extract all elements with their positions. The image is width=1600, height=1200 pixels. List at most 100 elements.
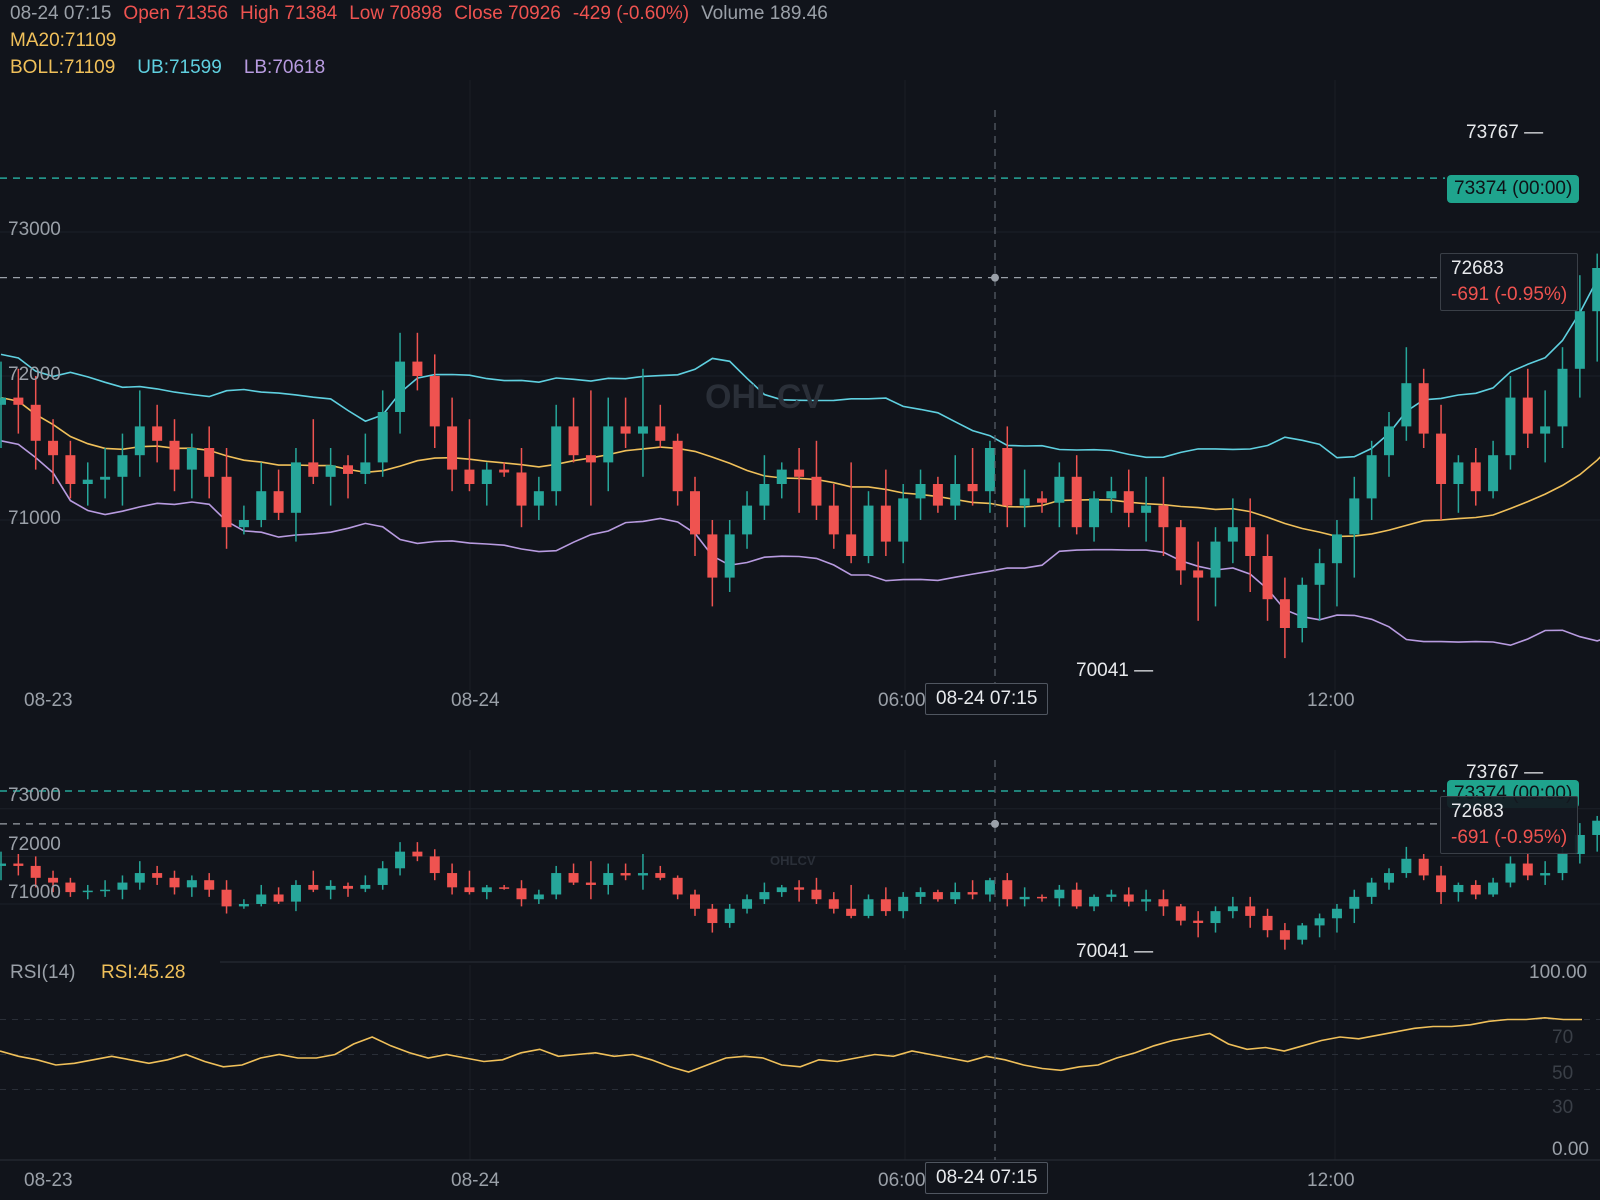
main-candle [395, 361, 406, 412]
main-candle [655, 426, 666, 441]
main-candle [1557, 368, 1568, 427]
main-candle [551, 426, 562, 492]
main-candle [152, 426, 163, 441]
main-candle [585, 455, 596, 463]
mini-candle [377, 868, 388, 885]
mini-candle [186, 880, 197, 888]
mini-max-label: 73767 — [1466, 762, 1544, 783]
mini-candle [1297, 925, 1308, 940]
boll-upper-line [0, 273, 1600, 459]
mini-candle [811, 889, 822, 900]
mini-candle [65, 882, 76, 893]
mini-candle [1436, 875, 1447, 893]
legend-volume: Volume 189.46 [701, 3, 828, 24]
rsi-line [0, 1016, 1582, 1073]
mini-candle [672, 877, 683, 895]
rsi-level-70: 70 [1552, 1027, 1574, 1048]
main-candle [603, 426, 614, 463]
mini-candle [1158, 899, 1169, 907]
x-tick-main-1: 08-24 [451, 690, 500, 711]
mini-candle [603, 873, 614, 885]
mini-candle [308, 884, 319, 890]
main-candle [1522, 397, 1533, 434]
mini-candle [620, 873, 631, 876]
mini-candle [1037, 896, 1047, 899]
x-tick-rsi-2: 06:00 [878, 1170, 926, 1191]
y-tick-mini-1: 72000 [8, 834, 61, 855]
mini-candle [290, 884, 301, 902]
main-candle [134, 426, 145, 456]
main-candle [846, 534, 857, 556]
mini-min-label: 70041 — [1076, 941, 1154, 962]
main-candle [1123, 491, 1134, 513]
mini-candle [1019, 896, 1030, 900]
main-candle [1505, 397, 1516, 456]
mini-candle [690, 894, 700, 909]
mini-candle [1401, 858, 1412, 874]
main-candle [169, 440, 180, 470]
crosshair-time-box: 08-24 07:15 [925, 683, 1049, 715]
main-candle [1384, 426, 1394, 456]
main-candle [1401, 383, 1412, 427]
mini-candle [1227, 906, 1238, 912]
main-candle [1141, 505, 1152, 513]
mini-candle [343, 885, 353, 889]
mini-candle [1123, 894, 1134, 902]
mini-candle [932, 892, 943, 900]
rsi-crosshair-time-box: 08-24 07:15 [925, 1162, 1049, 1194]
main-candle [1210, 541, 1221, 578]
rsi-level-30: 30 [1552, 1097, 1574, 1118]
mini-candle [724, 908, 735, 924]
legend-datetime: 08-24 07:15 [10, 3, 112, 24]
x-tick-rsi-3: 12:00 [1307, 1170, 1355, 1191]
legend-change: -429 (-0.60%) [572, 3, 690, 24]
legend-high: High 71384 [240, 3, 338, 24]
main-candle [48, 440, 59, 456]
mini-candle [1002, 880, 1013, 900]
main-candle [794, 469, 805, 477]
mini-candle [221, 889, 232, 907]
main-candle [950, 484, 961, 506]
x-tick-main-0: 08-23 [24, 690, 73, 711]
main-candle [360, 462, 371, 474]
mini-candle [1505, 863, 1516, 883]
mini-candle [256, 894, 267, 904]
mini-candle [1054, 889, 1065, 899]
main-candle [1019, 498, 1030, 506]
mini-candle [82, 890, 93, 893]
mini-candle [950, 892, 961, 900]
main-candle [811, 476, 822, 506]
ma-legend: MA20:71109 [10, 30, 128, 52]
main-candle [100, 476, 111, 480]
mini-candle [134, 873, 145, 883]
mini-candle [776, 887, 787, 893]
main-candle [672, 440, 683, 492]
mini-candle [967, 892, 978, 895]
main-candle [1245, 527, 1256, 556]
mini-crosshair-diff: -691 (-0.95%) [1451, 827, 1568, 848]
main-candle [568, 426, 579, 456]
mini-candle [117, 882, 128, 890]
mini-crosshair-dot [991, 819, 999, 828]
mini-candle [464, 887, 475, 893]
mini-candle [1453, 884, 1464, 893]
main-candle [776, 469, 787, 484]
main-candle [1071, 476, 1082, 528]
mini-candle [1279, 930, 1290, 940]
mini-candle [13, 863, 24, 866]
mini-candle [1141, 899, 1152, 902]
mini-candle [152, 873, 163, 878]
mini-candle [655, 873, 666, 878]
main-candle [0, 397, 6, 405]
main-candle [1106, 491, 1117, 499]
mini-candle [1210, 911, 1221, 924]
mini-candle [204, 880, 215, 890]
main-candle [984, 448, 995, 492]
watermark-mini: OHLCV [770, 853, 816, 868]
mini-candle [1574, 834, 1585, 855]
main-candle [1193, 570, 1204, 578]
main-candle [499, 469, 510, 473]
boll-lower-line [0, 440, 1600, 647]
mini-candle [429, 856, 440, 874]
